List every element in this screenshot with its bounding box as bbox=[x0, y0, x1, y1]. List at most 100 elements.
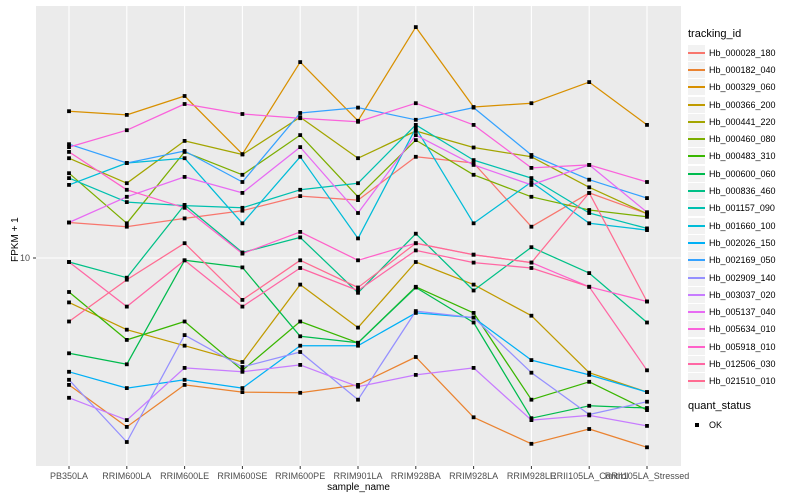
legend-item-label: Hb_012506_030 bbox=[709, 358, 776, 369]
legend-key-swatch bbox=[688, 61, 705, 78]
legend-item-Hb_000600_060: Hb_000600_060 bbox=[688, 165, 776, 182]
data-point bbox=[124, 386, 129, 390]
data-point bbox=[67, 176, 71, 180]
legend-item-Hb_012506_030: Hb_012506_030 bbox=[688, 355, 776, 372]
data-point bbox=[471, 163, 476, 167]
legend-key-swatch bbox=[688, 183, 705, 200]
legend-key-swatch bbox=[688, 269, 705, 286]
x-tick-label-RRIM600PE: RRIM600PE bbox=[275, 471, 326, 481]
data-point bbox=[413, 126, 418, 130]
data-point bbox=[645, 445, 649, 450]
data-point bbox=[240, 112, 245, 116]
legend-key-swatch bbox=[688, 79, 705, 96]
data-point bbox=[124, 200, 129, 204]
data-point bbox=[240, 298, 245, 302]
data-point bbox=[587, 379, 592, 384]
data-point bbox=[356, 288, 360, 293]
data-point bbox=[240, 221, 245, 226]
data-point bbox=[298, 133, 303, 137]
data-point bbox=[356, 285, 360, 290]
data-point bbox=[645, 299, 649, 304]
data-point bbox=[67, 171, 71, 176]
data-point bbox=[298, 187, 303, 192]
data-point bbox=[240, 360, 245, 364]
x-tick-label-RRII105LA_Stressed: RRII105LA_Stressed bbox=[604, 471, 690, 481]
data-point bbox=[67, 142, 71, 147]
data-point bbox=[240, 365, 245, 369]
legend-title-quant-status: quant_status bbox=[688, 400, 751, 412]
data-point bbox=[240, 191, 245, 195]
data-point bbox=[645, 320, 649, 325]
legend-line-icon bbox=[688, 259, 705, 262]
legend-key-swatch bbox=[688, 200, 705, 217]
data-point bbox=[124, 194, 129, 199]
legend-item-label: Hb_000441_220 bbox=[709, 116, 776, 127]
legend-key-swatch bbox=[688, 373, 705, 390]
data-point bbox=[67, 319, 71, 324]
legend-line-icon bbox=[688, 120, 705, 123]
data-point bbox=[413, 373, 418, 377]
legend-item-Hb_002169_050: Hb_002169_050 bbox=[688, 252, 776, 269]
data-point bbox=[182, 258, 187, 263]
data-point bbox=[298, 282, 303, 287]
legend-line-icon bbox=[688, 328, 705, 331]
legend-item-Hb_000441_220: Hb_000441_220 bbox=[688, 113, 776, 130]
legend-line-icon bbox=[688, 276, 705, 279]
legend-line-icon bbox=[688, 293, 705, 296]
data-point bbox=[471, 366, 476, 370]
data-point bbox=[124, 277, 129, 282]
data-point bbox=[67, 351, 71, 356]
data-point bbox=[124, 338, 129, 342]
legend-item-Hb_005918_010: Hb_005918_010 bbox=[688, 338, 776, 355]
data-point bbox=[529, 416, 534, 421]
x-tick-label-RRIM600LA: RRIM600LA bbox=[102, 471, 152, 481]
legend-item-label: Hb_002026_150 bbox=[709, 237, 776, 248]
x-tick-label-RRIM928LA: RRIM928LA bbox=[449, 471, 499, 481]
data-point bbox=[471, 415, 476, 420]
data-point bbox=[67, 395, 71, 400]
data-point bbox=[356, 236, 360, 241]
x-axis-title: sample_name bbox=[327, 482, 390, 493]
data-point bbox=[645, 424, 649, 428]
data-point bbox=[182, 175, 187, 179]
legend-line-icon bbox=[688, 241, 705, 244]
legend-item-label: Hb_000182_040 bbox=[709, 64, 776, 75]
data-point bbox=[67, 183, 71, 187]
data-point bbox=[529, 153, 534, 157]
data-point bbox=[124, 224, 129, 229]
data-point bbox=[240, 251, 245, 256]
data-point bbox=[587, 185, 592, 190]
legend-item-Hb_002909_140: Hb_002909_140 bbox=[688, 269, 776, 286]
data-point bbox=[413, 138, 418, 142]
data-point bbox=[645, 406, 649, 410]
data-point bbox=[413, 231, 418, 236]
data-point bbox=[356, 343, 360, 348]
y-axis-tick-label: 10 bbox=[20, 252, 31, 263]
legend-item-Hb_002026_150: Hb_002026_150 bbox=[688, 234, 776, 251]
data-point bbox=[529, 358, 534, 362]
data-point bbox=[587, 177, 592, 182]
data-point bbox=[471, 172, 476, 177]
data-point bbox=[587, 427, 592, 431]
data-point bbox=[182, 333, 187, 337]
data-point bbox=[298, 116, 303, 121]
data-point bbox=[471, 315, 476, 320]
legend-tracking-id: tracking_id Hb_000028_180 Hb_000182_040 Hb… bbox=[688, 28, 776, 390]
data-point bbox=[356, 198, 360, 202]
data-point bbox=[413, 129, 418, 133]
data-point bbox=[124, 221, 129, 226]
data-point bbox=[471, 252, 476, 257]
legend-tracking-items: Hb_000028_180 Hb_000182_040 Hb_000329_060 H… bbox=[688, 44, 776, 390]
x-tick-label-RRIM928BA: RRIM928BA bbox=[390, 471, 441, 481]
legend-quant-items: OK bbox=[688, 416, 751, 433]
data-point bbox=[529, 176, 534, 180]
data-point bbox=[182, 139, 187, 143]
data-point bbox=[67, 145, 71, 149]
data-point bbox=[587, 208, 592, 212]
x-tick-label-PB350LA: PB350LA bbox=[49, 471, 89, 481]
data-point bbox=[471, 145, 476, 150]
legend-line-icon bbox=[688, 68, 705, 71]
legend-line-icon bbox=[688, 311, 705, 314]
legend-item-Hb_000483_310: Hb_000483_310 bbox=[688, 148, 776, 165]
